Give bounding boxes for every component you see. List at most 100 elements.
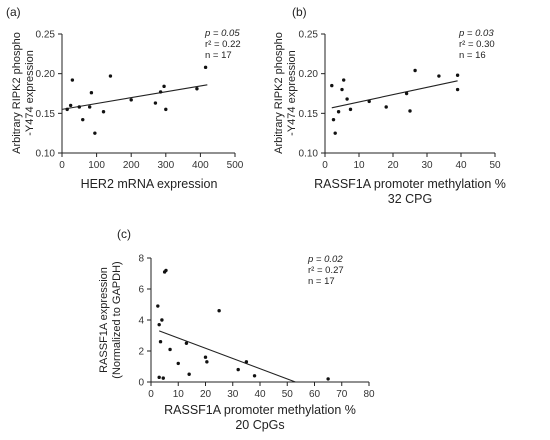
chart-3-x-tick-label: 0	[148, 389, 154, 400]
chart-2-x-tick-label: 40	[455, 160, 467, 171]
chart-3-y-tick-label: 4	[138, 316, 144, 327]
chart-3-x-axis-label: 20 CpGs	[235, 418, 284, 432]
chart-1-data-point	[70, 78, 75, 82]
chart-1-x-tick-label: 200	[123, 160, 140, 171]
chart-2-data-point	[342, 78, 346, 82]
chart-2-y-tick-label: 0.25	[299, 30, 319, 41]
chart-1-data-point	[77, 105, 82, 109]
chart-2-r-squared: r² = 0.30	[459, 39, 495, 50]
chart-3-p-value: p = 0.02	[307, 254, 343, 265]
chart-2-data-point	[336, 110, 341, 114]
chart-3-y-tick-label: 8	[138, 254, 144, 265]
chart-2-p-value: p = 0.03	[458, 28, 494, 39]
chart-2-x-tick-label: 10	[353, 160, 365, 171]
chart-2-y-tick-label: 0.15	[299, 109, 319, 120]
chart-1-x-tick-label: 100	[88, 160, 105, 171]
chart-1-data-point	[65, 107, 69, 112]
chart-3-data-point	[161, 376, 165, 380]
chart-1-data-point	[108, 74, 113, 78]
chart-3-fit-line	[158, 330, 296, 383]
chart-3-x-tick-label: 70	[336, 389, 348, 400]
chart-1-p-value: p = 0.05	[204, 28, 240, 39]
chart-3-data-point	[244, 360, 249, 364]
chart-1-r-squared: r² = 0.22	[205, 39, 241, 50]
chart-1-data-point	[158, 90, 163, 94]
chart-3-data-point	[168, 347, 172, 352]
chart-3-x-axis-label: RASSF1A promoter methylation %	[164, 403, 356, 417]
chart-1-panel-label: (a)	[6, 5, 21, 19]
chart-2-x-tick-label: 0	[322, 160, 328, 171]
chart-2-x-axis-label: RASSF1A promoter methylation %	[314, 177, 506, 191]
chart-1-y-tick-label: 0.10	[36, 149, 56, 160]
chart-3-y-axis-label: (Normalized to GAPDH)	[111, 261, 123, 378]
chart-1-fit-line	[61, 84, 208, 110]
chart-3-data-point	[160, 318, 164, 322]
chart-1-y-tick-label: 0.20	[36, 69, 56, 80]
chart-1-data-point	[164, 107, 168, 112]
chart-3-y-tick-label: 2	[138, 347, 144, 358]
chart-1-y-tick-label: 0.15	[36, 109, 56, 120]
chart-3-data-point	[217, 309, 221, 313]
chart-3-data-point	[176, 361, 180, 366]
chart-3-y-axis-label: RASSF1A expression	[98, 267, 110, 373]
chart-3-y-tick-label: 6	[138, 285, 144, 296]
chart-1-data-point	[153, 101, 158, 105]
chart-3-data-point	[164, 268, 168, 273]
chart-1-data-point	[129, 98, 133, 102]
chart-3-data-point	[203, 355, 208, 359]
chart-2-x-tick-label: 30	[421, 160, 433, 171]
chart-2-data-point	[455, 87, 460, 92]
chart-2-data-point	[384, 105, 388, 109]
chart-3-x-tick-label: 80	[363, 389, 375, 400]
chart-2-data-point	[404, 91, 409, 96]
chart-2-x-axis-label: 32 CPG	[388, 192, 432, 206]
chart-3-x-tick-label: 40	[254, 389, 266, 400]
chart-3-data-point	[156, 304, 160, 308]
chart-3-data-point	[187, 372, 191, 376]
chart-2-fit-line	[331, 80, 458, 109]
chart-3-x-tick-label: 60	[309, 389, 321, 400]
chart-3-data-point	[236, 367, 240, 372]
chart-1-data-point	[195, 87, 199, 91]
chart-3-y-tick-label: 0	[138, 378, 144, 389]
chart-1-y-axis-label: Arbitrary RIPK2 phospho	[11, 32, 23, 154]
chart-1-data-point	[89, 91, 94, 95]
chart-2-data-point	[330, 83, 334, 88]
chart-3-panel-label: (c)	[117, 227, 131, 241]
chart-1-data-point	[203, 65, 208, 70]
chart-2-data-point	[408, 109, 412, 113]
chart-2-y-tick-label: 0.10	[299, 149, 319, 160]
chart-3-data-point	[157, 375, 161, 380]
chart-2-data-point	[331, 117, 336, 122]
chart-3-n-count: n = 17	[308, 276, 335, 287]
chart-1-x-tick-label: 0	[59, 160, 65, 171]
chart-2-data-point	[348, 107, 353, 112]
chart-1-data-point	[162, 84, 166, 89]
chart-2-panel-label: (b)	[292, 5, 307, 19]
chart-1-n-count: n = 17	[205, 50, 232, 61]
chart-1-data-point	[101, 110, 106, 114]
chart-1-x-tick-label: 300	[157, 160, 174, 171]
chart-3-data-point	[205, 360, 209, 364]
chart-2-n-count: n = 16	[459, 50, 486, 61]
chart-1-x-tick-label: 500	[227, 160, 244, 171]
chart-2-data-point	[413, 68, 417, 73]
chart-2-data-point	[367, 99, 371, 104]
chart-2-y-tick-label: 0.20	[299, 69, 319, 80]
chart-2-data-point	[333, 131, 337, 135]
chart-2-data-point	[437, 74, 441, 78]
chart-1-x-axis-label: HER2 mRNA expression	[81, 177, 218, 191]
chart-2-data-point	[340, 87, 344, 92]
chart-1-data-point	[81, 117, 85, 122]
chart-3-data-point	[157, 322, 161, 327]
chart-2-x-tick-label: 50	[489, 160, 501, 171]
chart-1-data-point	[93, 131, 97, 135]
chart-1-data-point	[87, 105, 92, 109]
chart-2-y-axis-label: -Y474 expression	[286, 50, 298, 136]
chart-3-x-tick-label: 20	[200, 389, 212, 400]
chart-1-y-tick-label: 0.25	[36, 30, 56, 41]
chart-3-data-point	[252, 374, 257, 378]
chart-2-data-point	[345, 97, 349, 101]
chart-3-x-tick-label: 10	[173, 389, 185, 400]
